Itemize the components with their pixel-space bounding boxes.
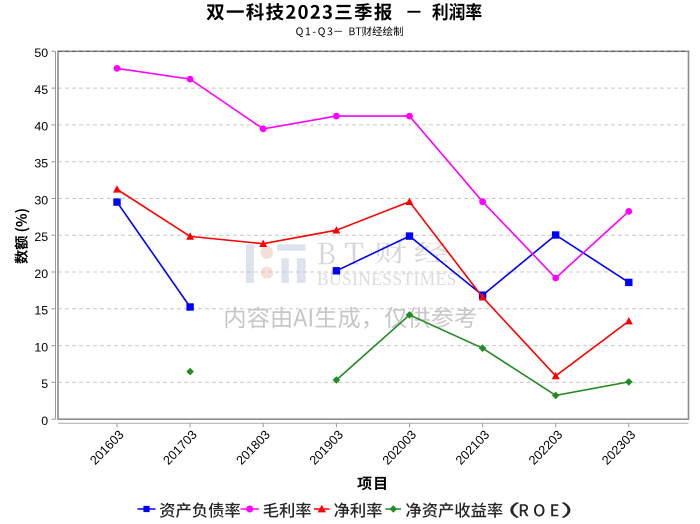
svg-text:40: 40: [34, 120, 48, 134]
svg-text:50: 50: [34, 46, 48, 60]
svg-text:15: 15: [34, 304, 48, 318]
svg-text:20: 20: [34, 267, 48, 281]
svg-text:30: 30: [34, 193, 48, 207]
svg-text:25: 25: [34, 230, 48, 244]
svg-text:45: 45: [34, 83, 48, 97]
svg-text:BUSINESSTIMES: BUSINESSTIMES: [317, 269, 457, 289]
svg-text:35: 35: [34, 157, 48, 171]
svg-text:0: 0: [41, 414, 48, 428]
svg-text:10: 10: [34, 340, 48, 354]
svg-text:5: 5: [41, 377, 48, 391]
